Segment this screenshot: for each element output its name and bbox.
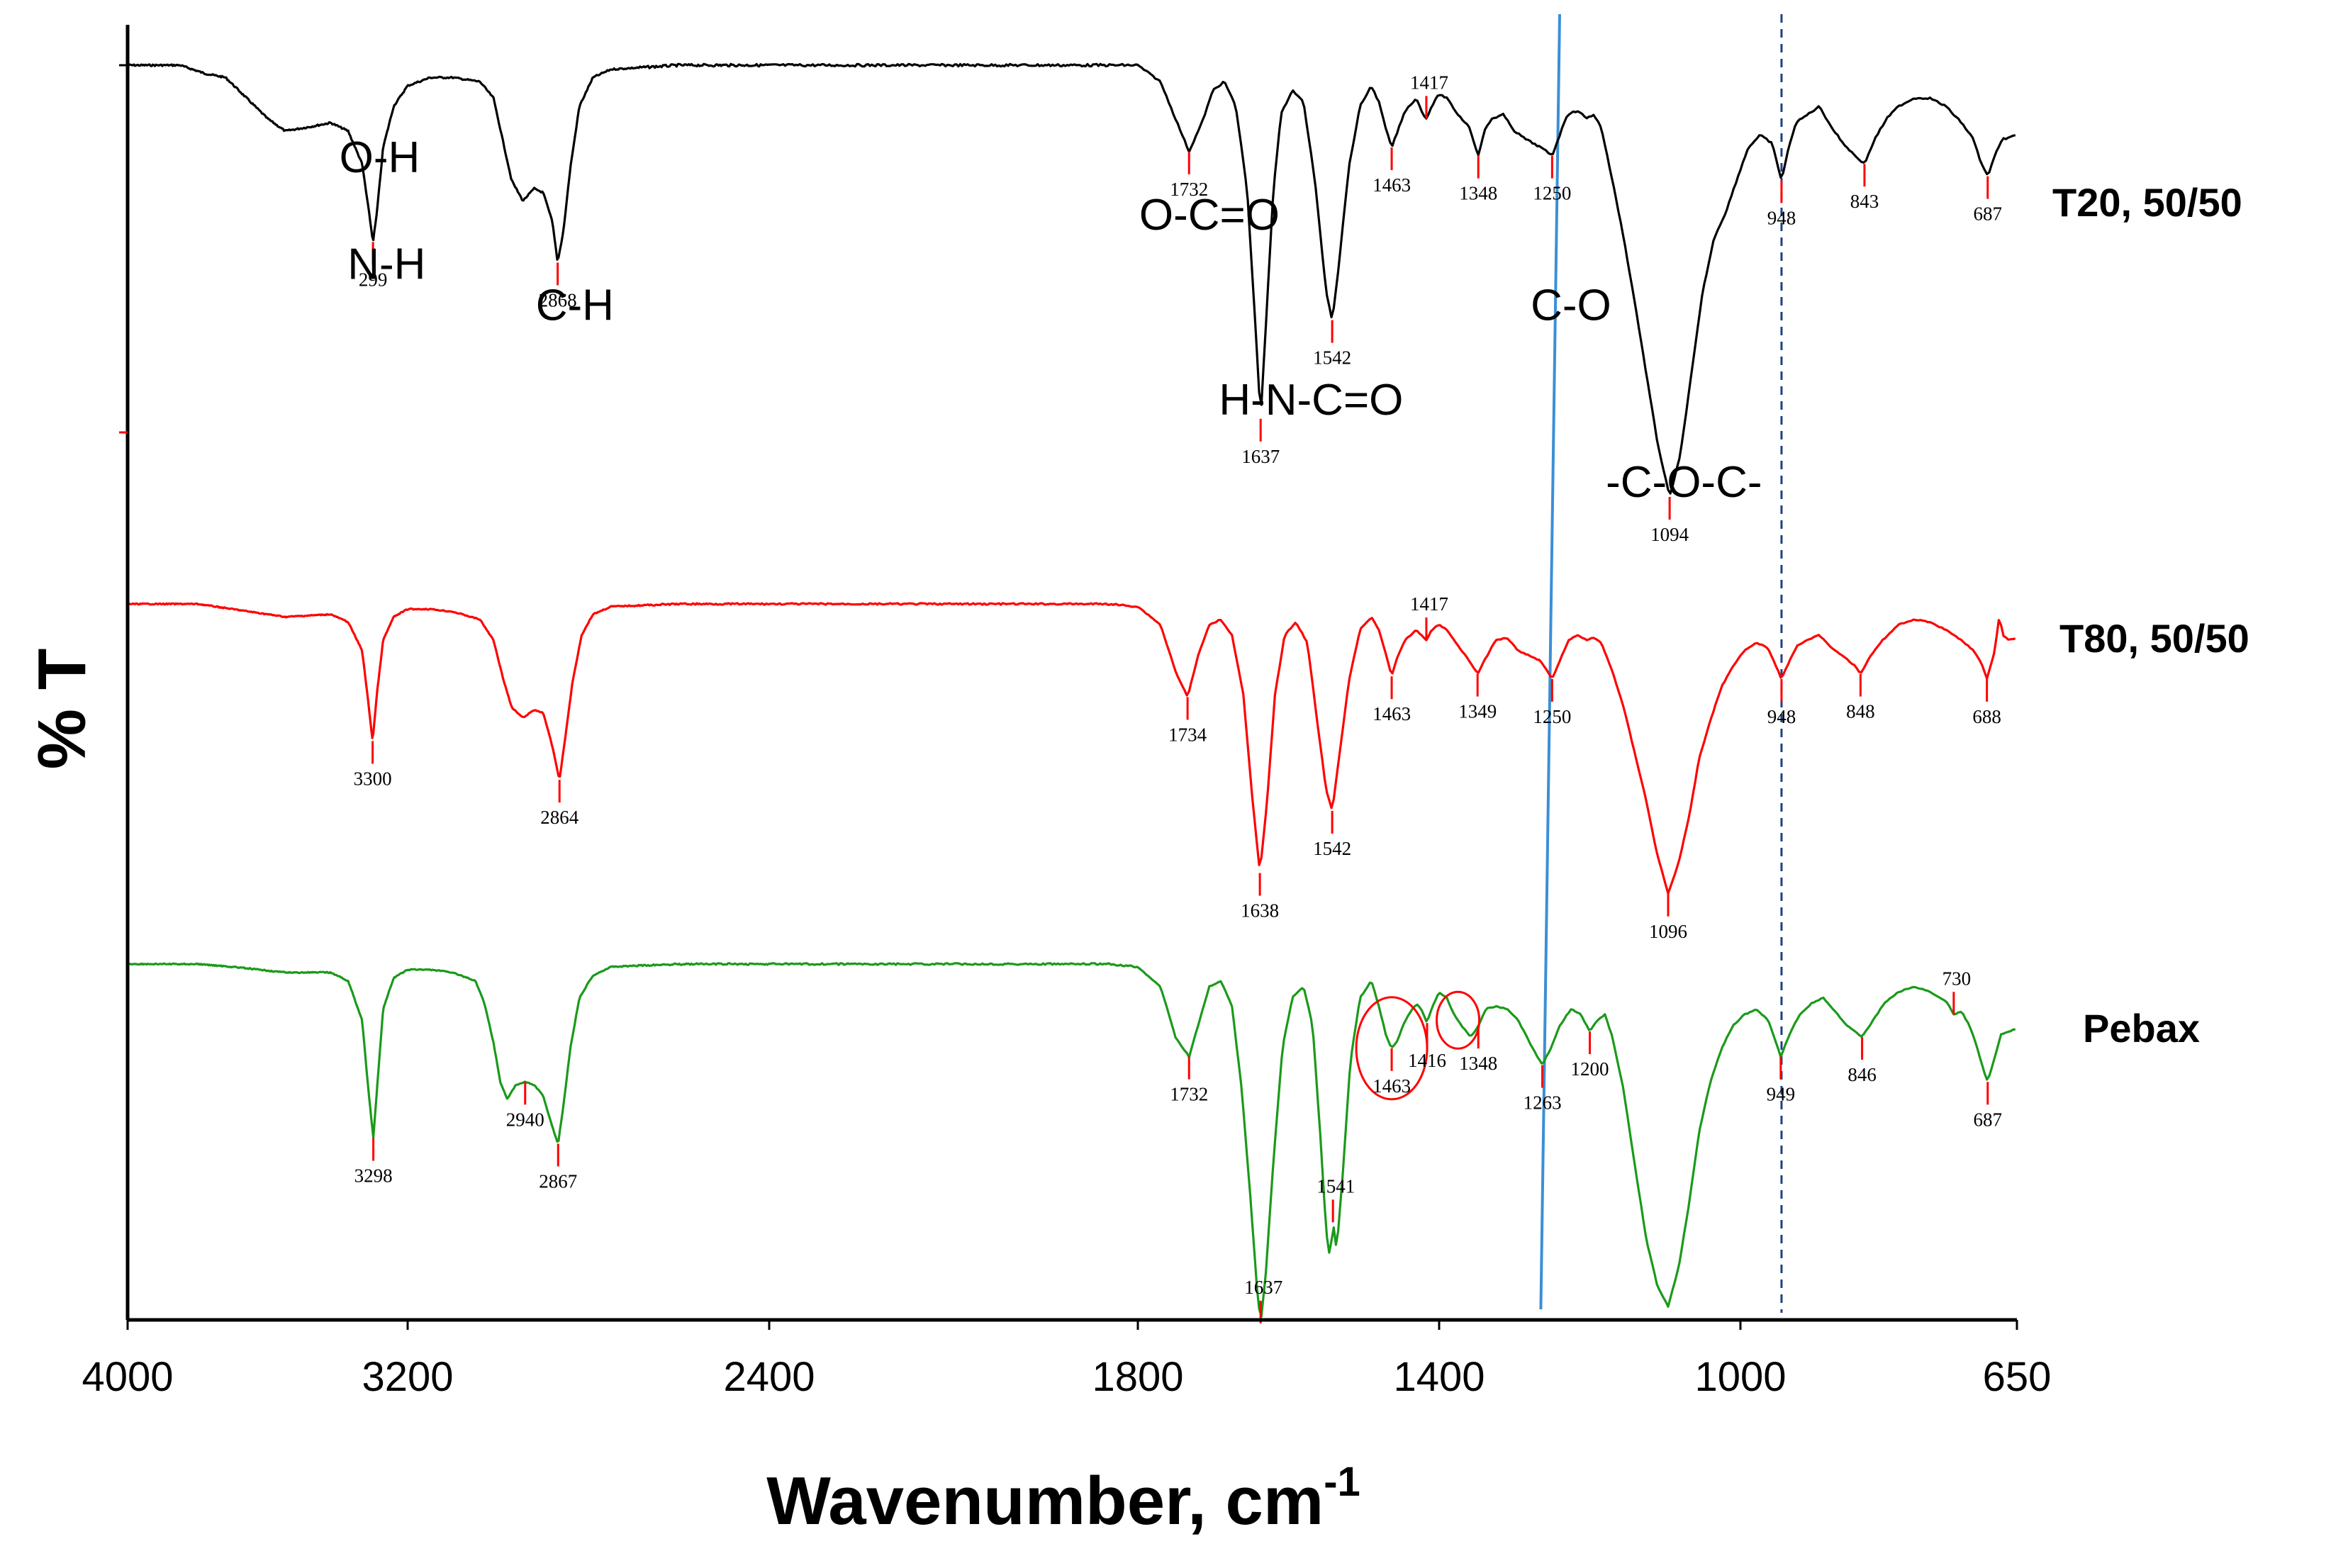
peak-markers-layer [371, 96, 1989, 1323]
series-line-0 [127, 62, 2016, 495]
peak-label-0-2: 1732 [1170, 179, 1208, 200]
x-tick-label-4: 1400 [1393, 1354, 1485, 1400]
highlight-circle-0 [1355, 996, 1429, 1101]
labels-layer: T20, 50/50 299 2868 1732 1637 1542 1463 1417 134… [82, 72, 2249, 1400]
peak-label-0-8: 1250 [1533, 183, 1571, 204]
peak-label-1-1: 2864 [540, 807, 579, 828]
peak-label-2-8: 1348 [1459, 1053, 1497, 1074]
peak-label-2-5: 1541 [1316, 1175, 1355, 1197]
x-tick-label-1: 3200 [362, 1354, 453, 1400]
peak-label-0-0: 299 [359, 269, 388, 290]
peak-label-2-14: 687 [1974, 1109, 2003, 1130]
axes-layer [119, 25, 2018, 1330]
peak-label-1-10: 948 [1767, 706, 1796, 727]
reference-lines-layer [1539, 13, 1783, 1313]
peak-label-2-6: 1463 [1373, 1075, 1411, 1097]
peak-label-2-3: 1732 [1170, 1084, 1208, 1105]
peak-label-0-9: 1094 [1650, 524, 1689, 545]
peak-label-1-3: 1638 [1241, 900, 1279, 922]
peak-label-0-1: 2868 [539, 289, 577, 310]
x-axis-title: Wavenumber, cm-1 [766, 1459, 1360, 1539]
x-tick-label-2: 2400 [723, 1354, 815, 1400]
x-axis-title-text: Wavenumber, cm [766, 1463, 1324, 1539]
series-label-1: T80, 50/50 [2059, 616, 2249, 661]
peak-label-2-10: 1200 [1571, 1058, 1609, 1080]
series-label-2: Pebax [2083, 1006, 2200, 1051]
series-line-2 [127, 962, 2016, 1318]
peak-label-1-9: 1096 [1649, 921, 1687, 942]
peak-label-1-8: 1250 [1533, 706, 1571, 727]
group-label-5: C-O [1531, 281, 1611, 330]
peak-label-2-0: 3298 [354, 1165, 393, 1187]
x-tick-label-6: 650 [1983, 1354, 2052, 1400]
peak-label-2-11: 949 [1767, 1084, 1796, 1105]
series-layer [127, 62, 2016, 1318]
peak-label-0-3: 1637 [1241, 446, 1280, 467]
highlight-circle-1 [1436, 990, 1481, 1050]
group-label-3: O-C=O [1139, 191, 1280, 240]
x-tick-label-0: 4000 [82, 1354, 173, 1400]
group-label-0: O-H [340, 133, 420, 182]
group-label-4: H-N-C=O [1219, 376, 1403, 425]
x-tick-label-5: 1000 [1694, 1354, 1786, 1400]
peak-label-0-12: 687 [1974, 203, 2003, 225]
group-label-2: C-H [536, 281, 614, 330]
peak-label-2-13: 730 [1942, 968, 1972, 989]
peak-label-1-5: 1463 [1373, 703, 1411, 724]
peak-label-0-5: 1463 [1373, 174, 1411, 196]
group-label-6: -C-O-C- [1606, 458, 1762, 507]
peak-label-1-0: 3300 [354, 768, 392, 789]
peak-label-0-11: 843 [1850, 191, 1879, 212]
peak-label-2-9: 1263 [1524, 1092, 1562, 1114]
peak-label-1-12: 688 [1972, 706, 2001, 727]
x-tick-label-3: 1800 [1092, 1354, 1183, 1400]
series-line-1 [127, 602, 2016, 895]
peak-label-1-11: 848 [1846, 701, 1875, 722]
group-label-1: N-H [347, 240, 425, 289]
peak-label-2-1: 2940 [506, 1109, 544, 1130]
reference-line-0 [1539, 13, 1561, 1310]
peak-label-2-2: 2867 [539, 1170, 577, 1192]
peak-label-0-6: 1417 [1410, 72, 1448, 93]
peak-label-2-7: 1416 [1408, 1050, 1446, 1071]
y-axis-title: % T [24, 649, 100, 770]
peak-label-2-4: 1637 [1244, 1277, 1282, 1298]
x-axis-title-superscript: -1 [1324, 1459, 1360, 1505]
peak-label-1-6: 1417 [1410, 593, 1448, 615]
peak-label-0-10: 948 [1767, 207, 1796, 228]
peak-label-2-12: 846 [1847, 1064, 1877, 1085]
peak-label-0-7: 1348 [1459, 183, 1497, 204]
series-label-0: T20, 50/50 [2052, 180, 2242, 225]
peak-label-1-2: 1734 [1168, 724, 1207, 745]
peak-label-1-7: 1349 [1458, 701, 1497, 722]
peak-label-0-4: 1542 [1313, 347, 1351, 369]
peak-label-1-4: 1542 [1313, 838, 1351, 859]
